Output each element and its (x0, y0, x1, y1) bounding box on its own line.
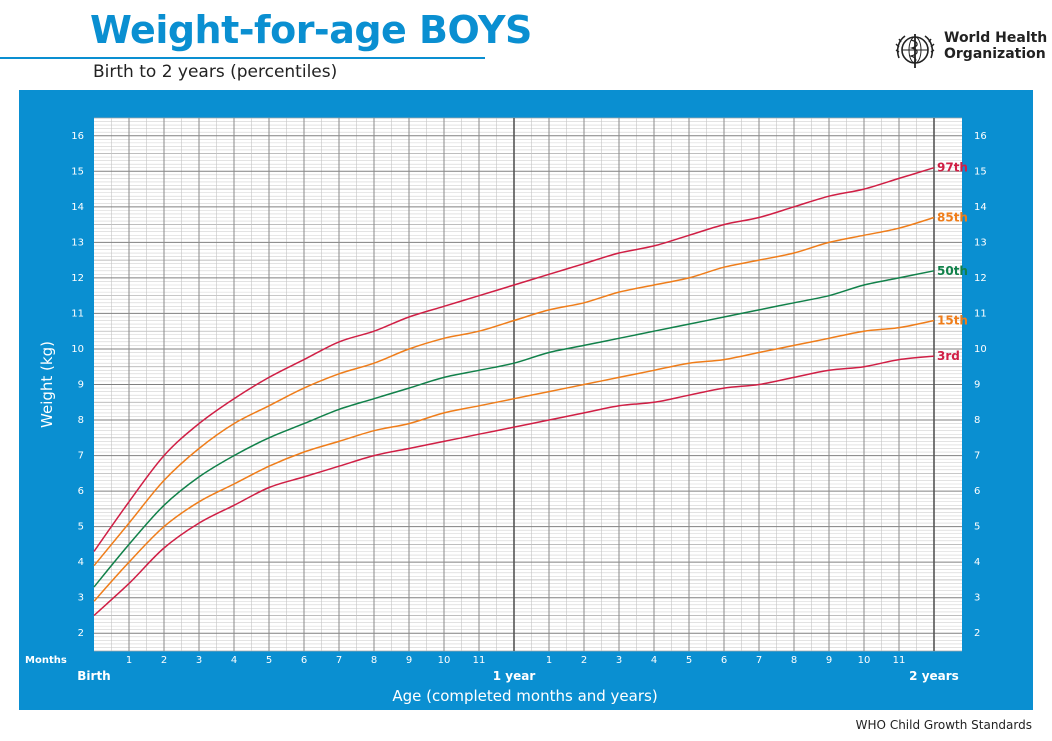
percentile-line-50th (93, 270, 935, 588)
y-tick-label-right: 16 (974, 131, 987, 142)
organization-name: World Health Organization (944, 30, 1047, 62)
y-tick-label-left: 3 (78, 593, 84, 604)
y-tick-label-right: 14 (974, 202, 987, 213)
org-name-line1: World Health (944, 30, 1048, 46)
y-tick-label-right: 15 (974, 166, 987, 177)
x-tick-label-month: 3 (616, 655, 622, 666)
org-name-line2: Organization (944, 46, 1046, 62)
x-tick-label-month: 6 (301, 655, 307, 666)
x-tick-label-month: 7 (336, 655, 342, 666)
y-tick-label-left: 16 (71, 131, 84, 142)
percentile-label-50th: 50th (937, 264, 968, 278)
x-tick-label-month: 6 (721, 655, 727, 666)
x-tick-label-major: Birth (77, 669, 110, 683)
y-tick-label-left: 10 (71, 344, 84, 355)
x-tick-label-month: 1 (126, 655, 132, 666)
y-tick-label-right: 4 (974, 557, 980, 568)
y-axis-label: Weight (kg) (38, 341, 56, 428)
x-tick-label-month: 4 (651, 655, 657, 666)
percentile-curves: 97th 85th 50th 15th 3rd (93, 161, 968, 617)
percentile-label-97th: 97th (937, 161, 968, 175)
y-tick-label-right: 9 (974, 380, 980, 391)
y-tick-label-left: 8 (78, 415, 84, 426)
x-unit-label: Months (25, 655, 67, 666)
y-tick-label-right: 7 (974, 451, 980, 462)
y-tick-label-right: 3 (974, 593, 980, 604)
x-tick-label-month: 5 (266, 655, 272, 666)
x-tick-label-month: 3 (196, 655, 202, 666)
x-tick-label-month: 2 (161, 655, 167, 666)
y-tick-label-left: 2 (78, 628, 84, 639)
y-tick-label-right: 5 (974, 522, 980, 533)
x-tick-label-month: 7 (756, 655, 762, 666)
y-tick-label-right: 6 (974, 486, 980, 497)
title-underline (0, 57, 485, 59)
footer-source: WHO Child Growth Standards (855, 718, 1032, 732)
y-tick-label-left: 6 (78, 486, 84, 497)
x-tick-label-month: 10 (438, 655, 451, 666)
x-tick-label-month: 5 (686, 655, 692, 666)
x-tick-label-month: 11 (893, 655, 906, 666)
x-tick-label-month: 9 (406, 655, 412, 666)
y-tick-label-right: 2 (974, 628, 980, 639)
x-tick-label-month: 1 (546, 655, 552, 666)
y-tick-label-right: 12 (974, 273, 987, 284)
y-tick-label-left: 13 (71, 237, 84, 248)
percentile-line-97th (93, 166, 935, 552)
x-tick-label-month: 2 (581, 655, 587, 666)
x-tick-label-month: 4 (231, 655, 237, 666)
y-tick-label-left: 7 (78, 451, 84, 462)
percentile-line-85th (93, 216, 935, 567)
x-tick-label-month: 11 (473, 655, 486, 666)
y-tick-label-left: 12 (71, 273, 84, 284)
grid-major (94, 118, 962, 651)
percentile-label-85th: 85th (937, 210, 968, 224)
page-title: Weight-for-age BOYS (90, 8, 532, 52)
x-tick-label-major: 2 years (909, 669, 959, 683)
percentile-label-3rd: 3rd (937, 349, 960, 363)
x-tick-label-major: 1 year (493, 669, 536, 683)
y-tick-label-right: 11 (974, 308, 987, 319)
x-tick-label-month: 10 (858, 655, 871, 666)
percentile-line-15th (93, 319, 935, 602)
x-axis-label: Age (completed months and years) (392, 687, 657, 705)
percentile-line-3rd (93, 355, 935, 617)
y-tick-label-right: 8 (974, 415, 980, 426)
y-tick-label-left: 9 (78, 380, 84, 391)
x-tick-label-month: 8 (791, 655, 797, 666)
y-tick-label-left: 15 (71, 166, 84, 177)
page-subtitle: Birth to 2 years (percentiles) (93, 62, 338, 82)
x-tick-label-month: 9 (826, 655, 832, 666)
y-tick-label-left: 4 (78, 557, 84, 568)
percentile-label-15th: 15th (937, 314, 968, 328)
y-tick-label-right: 13 (974, 237, 987, 248)
y-tick-label-left: 11 (71, 308, 84, 319)
who-emblem-icon (895, 34, 935, 68)
x-tick-label-month: 8 (371, 655, 377, 666)
y-tick-label-left: 5 (78, 522, 84, 533)
y-tick-label-right: 10 (974, 344, 987, 355)
y-tick-label-left: 14 (71, 202, 84, 213)
